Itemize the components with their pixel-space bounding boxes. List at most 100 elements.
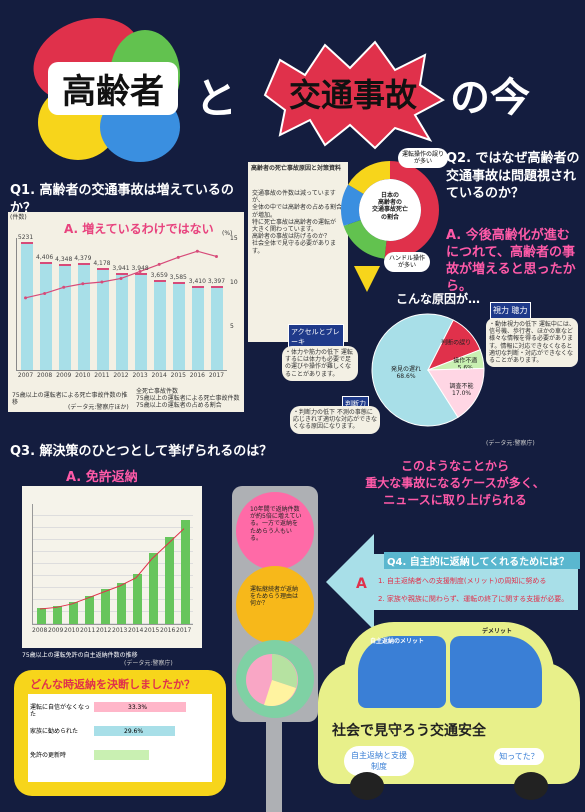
traffic-light-1-text: 10年間で返納件数が約5倍に増えている。一方で返納をためらう人もいる。 — [250, 506, 302, 542]
q1-unit-left: (件数) — [10, 214, 27, 221]
donut-label-1: 運転操作の誤りが多い — [398, 148, 448, 169]
q3-x-tick: 2016 — [160, 627, 176, 634]
q1-caption: 75歳以上の運転者による死亡事故件数の推移 — [12, 392, 128, 407]
q4-question: Q4. 自主的に返納してくれるためには？ — [384, 552, 580, 569]
q1-legend-1: 全死亡事故件数 — [136, 388, 179, 395]
q1-bar — [211, 286, 224, 370]
q3-bar — [164, 536, 174, 624]
donut-center: 日本の 高齢者の 交通事故死亡 の割合 — [371, 192, 408, 221]
survey-value: 29.6% — [124, 728, 144, 735]
cause-pie-label: 調査不能 17.0% — [450, 382, 474, 397]
doc-body: 交通事故の件数は減っていますが、 全体の中では高齢者の占める割合が増加。 特に死… — [252, 190, 346, 255]
donut-chart — [341, 161, 439, 259]
q1-card: A. 増えているわけではない (件数) (%) 15 10 5 全死亡事故件数 75… — [8, 212, 244, 412]
q1-y2-tick: 10 — [230, 279, 238, 286]
traffic-light-red: 10年間で返納件数が約5倍に増えている。一方で返納をためらう人もいる。 — [236, 492, 314, 570]
q1-percent-point — [62, 285, 66, 289]
q1-bar-label: 3,397 — [207, 278, 226, 286]
causes-heading: こんな原因が… — [396, 292, 481, 306]
q1-unit-right: (%) — [222, 230, 233, 237]
q3-x-tick: 2011 — [80, 627, 96, 634]
doc-card: 高齢者の死亡事故原因と対策資料 交通事故の件数は減っていますが、 全体の中では高… — [248, 162, 348, 342]
q1-plot — [16, 238, 227, 371]
q1-bar-label: 5231 — [17, 234, 34, 242]
car-merit-title: 自主返納のメリット — [370, 638, 425, 645]
q4-item: 2. 家族や親族に関わらず、運転の終了に関する支援が必要。 — [378, 595, 569, 603]
q1-percent-point — [81, 282, 85, 286]
q1-percent-point — [43, 291, 47, 295]
doc-line: 高齢者の事故は防げるのか？ — [252, 233, 331, 241]
q3-chart-card: 2008 2009 2010 2011 2012 2013 2014 2015 2016 2017 — [22, 486, 202, 648]
q1-percent-point — [176, 255, 180, 259]
car-demerit-title: デメリット — [482, 628, 513, 635]
cause-pie-label: 発見の遅れ 68.6% — [391, 365, 421, 380]
q1-legend-2: 75歳以上の運転者による死亡事故件数 — [136, 395, 240, 402]
q1-bar-label: 3,659 — [150, 272, 168, 280]
q1-y2-tick: 15 — [230, 235, 238, 242]
q1-legend-3: 75歳以上の運転者の占める割合 — [136, 402, 222, 409]
car-slogan: 社会で見守ろう交通安全 — [332, 723, 486, 739]
q2-question: Q2. ではなぜ高齢者の交通事故は問題視されているのか？ — [446, 151, 580, 202]
q3-bar — [84, 595, 94, 624]
q3-bar — [116, 582, 126, 624]
q3-bar — [100, 589, 110, 624]
doc-line: 交通事故の件数は減っていますが、 — [252, 190, 336, 205]
q1-bar — [96, 267, 109, 370]
q1-percent-point — [157, 262, 161, 266]
q3-source: (データ元:警察庁) — [124, 660, 173, 667]
doc-heading: 高齢者の死亡事故原因と対策資料 — [251, 165, 342, 172]
traffic-pie — [246, 654, 298, 707]
q3-answer: A. 免許返納 — [66, 470, 138, 485]
title-main: 高齢者 — [48, 62, 178, 115]
doc-line: 社会全体で見守る必要があります。 — [252, 240, 337, 255]
judge-text: ・判断力の低下 不測の事態に応じきれず適切な対応ができなくなる原因になります。 — [290, 406, 380, 434]
q1-percent-point — [119, 276, 123, 280]
q3-plot — [32, 504, 193, 625]
q2-answer: A. 今後高齢化が進むにつれて、高齢者の事故が増えると思ったから。 — [446, 228, 576, 294]
survey-bar — [94, 750, 149, 760]
causes-area: アクセルとブレーキ ・体力や筋力の低下 運転するには体力も必要で足の運びや操作が… — [280, 302, 580, 450]
q1-bar — [154, 280, 167, 370]
causes-source: (データ元:警察庁) — [486, 440, 535, 447]
q1-bar-label: 3,948 — [131, 265, 149, 273]
q3-x-tick: 2012 — [96, 627, 112, 634]
doc-line: 特に死亡事故は高齢者の運転が — [252, 218, 337, 226]
q3-x-tick: 2013 — [112, 627, 128, 634]
q1-x-tick: 2008 — [36, 372, 53, 379]
survey-bar — [94, 726, 176, 736]
cause-pie-label: 操作不適 5.6% — [453, 356, 477, 371]
car-bubble-2: 知ってた？ — [494, 748, 544, 765]
q1-percent-point — [100, 280, 104, 284]
q3-trend-line — [39, 528, 185, 610]
q1-x-tick: 2010 — [75, 372, 91, 379]
q3-bar — [132, 573, 142, 624]
title-to: と — [195, 74, 238, 123]
q1-bar — [173, 281, 186, 370]
q1-bar-label: 3,410 — [188, 278, 206, 286]
vision-label: 視力 聴力 — [490, 302, 531, 319]
q1-x-tick: 2013 — [132, 372, 148, 379]
traffic-pole — [266, 722, 282, 812]
q1-bar — [192, 286, 205, 370]
q1-bar-label: 3,941 — [112, 265, 130, 273]
q3-x-tick: 2015 — [144, 627, 160, 634]
q1-x-tick: 2017 — [208, 372, 225, 379]
car-window-right — [450, 636, 542, 708]
vision-text: ・動体視力の低下 運転中には、信号機、歩行者、ほかの車など様々な情報を得る必要が… — [486, 318, 578, 368]
q1-bar-label: 4,178 — [93, 259, 111, 267]
survey-card: どんな時返納を決断しましたか？ 運転に自信がなくなった 33.3% 家族に勧めら… — [14, 670, 226, 796]
q3-x-tick: 2014 — [128, 627, 144, 634]
q1-percent-point — [24, 296, 28, 300]
car-wheel-right — [514, 772, 548, 800]
q1-x-tick: 2009 — [56, 372, 72, 379]
q3-caption: 75歳以上の運転免許の自主返納件数の推移 — [22, 652, 138, 659]
q4-answer-prefix: A — [356, 576, 367, 592]
survey-title: どんな時返納を決断しましたか？ — [30, 678, 195, 691]
q1-source: (データ元:警察庁ほか) — [68, 404, 129, 411]
q3-bar — [36, 607, 46, 624]
q3-line — [39, 528, 185, 610]
q1-x-tick: 2007 — [17, 372, 34, 379]
survey-panel: 運転に自信がなくなった 33.3% 家族に勧められた 29.6% 免許の更新時 — [28, 694, 212, 782]
q1-x-tick: 2015 — [170, 372, 186, 379]
